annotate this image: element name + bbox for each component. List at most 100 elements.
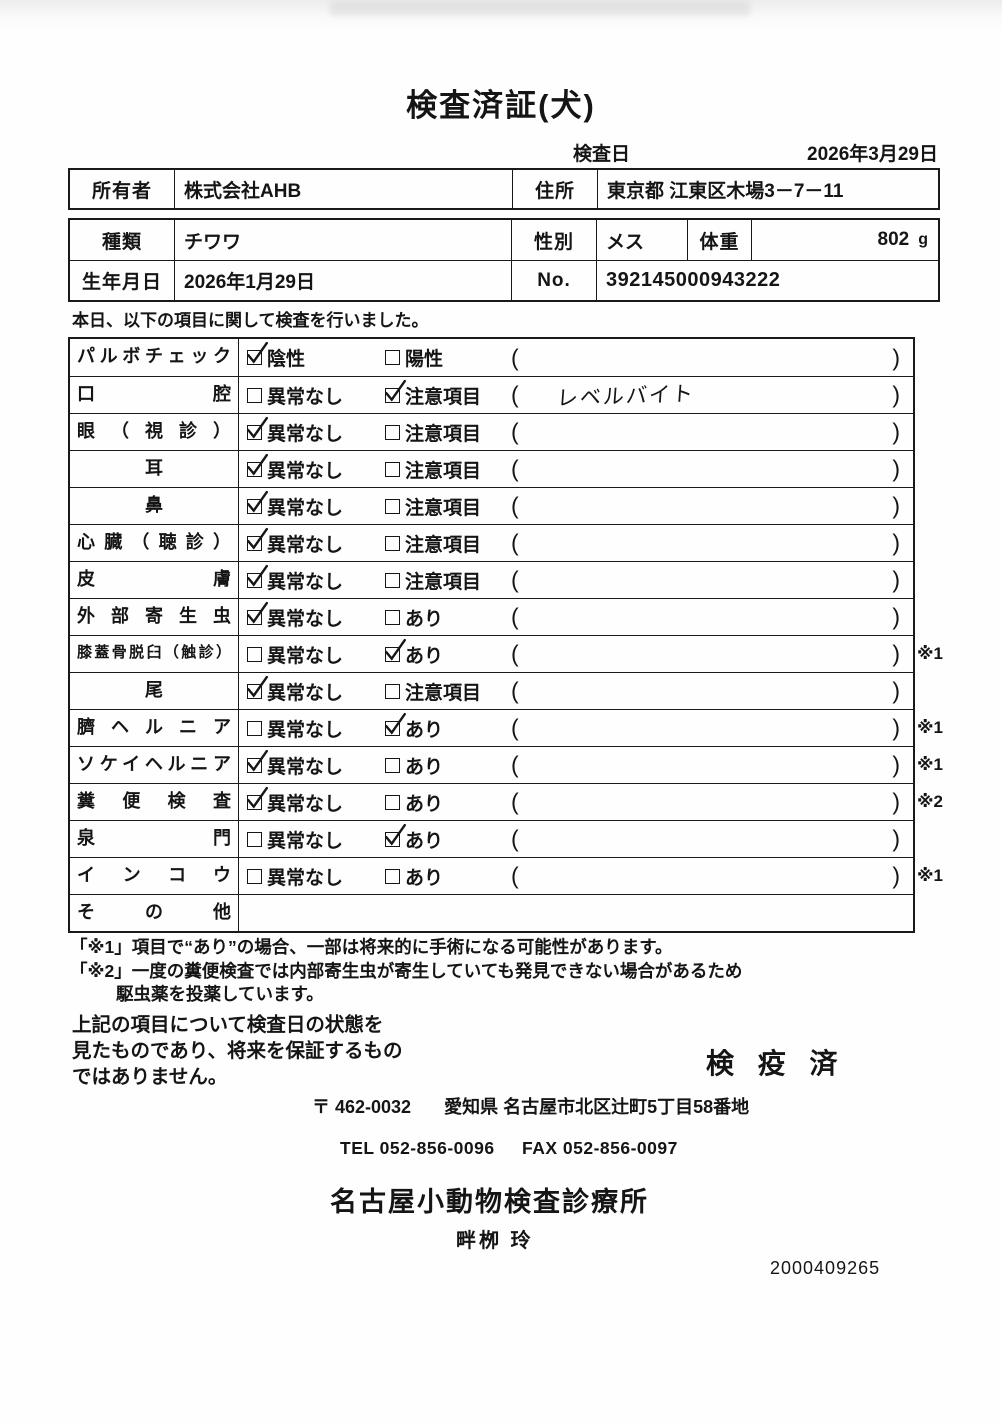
- pet-row-2: 生年月日 2026年1月29日 No. 392145000943222: [70, 260, 938, 300]
- checkbox-icon: [385, 350, 400, 365]
- checklist-row: 眼（視診） 異常なし 注意項目 ( ): [70, 413, 913, 450]
- checklist-option-2: あり: [385, 599, 443, 635]
- checklist-item-label: 鼻: [70, 488, 239, 524]
- checkbox-icon: [385, 461, 400, 477]
- paren-close: ): [892, 344, 900, 370]
- paren-close: ): [892, 751, 900, 778]
- option-text: あり: [405, 793, 444, 815]
- paren-close: ): [892, 640, 900, 667]
- paren-close: ): [892, 566, 900, 593]
- exam-date-label: 検査日: [573, 144, 631, 165]
- checklist-row: 泉門 異常なし あり ( ): [70, 820, 913, 857]
- checkmark-icon: [247, 564, 269, 587]
- option-text: 異常なし: [267, 534, 344, 556]
- checkbox-icon: [247, 646, 262, 662]
- checklist-row: 膝蓋骨脱臼（触診） 異常なし あり ( ) ※1: [70, 635, 943, 672]
- option-text: 異常なし: [267, 497, 344, 519]
- paren-open: (: [511, 788, 519, 815]
- checkmark-icon: [247, 786, 269, 809]
- checkmark-icon: [385, 379, 407, 402]
- option-text: 注意項目: [405, 534, 482, 556]
- checklist-option-1: 異常なし: [247, 747, 343, 783]
- disclaimer-line-2: 見たものであり、将来を保証するもの: [72, 1040, 403, 1062]
- checklist-item-content: 異常なし あり ( ): [239, 784, 913, 820]
- checklist-option-2: 注意項目: [385, 451, 481, 487]
- checklist-row: 心臓（聴診） 異常なし 注意項目 ( ): [70, 524, 913, 561]
- checklist-option-1: 異常なし: [247, 710, 343, 746]
- checkmark-icon: [247, 601, 269, 624]
- checklist-option-2: あり: [385, 821, 443, 857]
- checklist-row: 臍ヘルニア 異常なし あり ( ) ※1: [70, 709, 943, 746]
- paren-open: (: [511, 381, 519, 408]
- checklist-row: 口腔 異常なし 注意項目 ( レベルバイト ): [70, 376, 913, 413]
- checkmark-icon: [385, 712, 407, 735]
- checkmark-icon: [247, 341, 269, 364]
- option-text: 注意項目: [405, 460, 482, 482]
- checkbox-icon: [247, 749, 269, 773]
- option-text: 注意項目: [405, 571, 482, 593]
- paren-close: ): [892, 714, 900, 741]
- exam-date-value: 2026年3月29日: [807, 144, 938, 165]
- checklist-item-content: 陰性 陽性 ( ): [239, 339, 913, 376]
- checkbox-icon: [247, 341, 269, 365]
- checkbox-icon: [247, 720, 262, 736]
- scan-artifact: [330, 2, 750, 16]
- disclaimer-line-3: ではありません。: [72, 1066, 228, 1088]
- paren-open: (: [511, 751, 519, 778]
- checklist-option-1: 異常なし: [247, 858, 343, 894]
- checklist-row: 皮膚 異常なし 注意項目 ( ): [70, 561, 913, 598]
- paren-close: ): [892, 455, 900, 482]
- checkbox-icon: [385, 712, 407, 736]
- paren-open: (: [511, 344, 519, 370]
- paren-open: (: [511, 455, 519, 482]
- checklist-option-2: あり: [385, 710, 443, 746]
- option-text: 注意項目: [405, 497, 482, 519]
- veterinarian-name: 畔栁 玲: [456, 1230, 534, 1252]
- option-text: 陽性: [405, 349, 444, 370]
- clinic-address: 愛知県 名古屋市北区辻町5丁目58番地: [444, 1097, 750, 1117]
- clinic-address-line: 〒 462-0032 愛知県 名古屋市北区辻町5丁目58番地: [312, 1093, 749, 1119]
- checkbox-icon: [385, 868, 400, 884]
- paren-open: (: [511, 418, 519, 445]
- checkbox-icon: [385, 794, 400, 810]
- checklist-option-2: 注意項目: [385, 525, 481, 561]
- checklist-row: その他: [70, 894, 913, 931]
- option-text: 異常なし: [267, 608, 344, 630]
- option-text: 注意項目: [405, 386, 482, 408]
- checkbox-icon: [247, 490, 269, 514]
- footnote-2: 「※2」一度の糞便検査では内部寄生虫が寄生していても発見できない場合があるため: [70, 960, 743, 981]
- paren-close: ): [892, 603, 900, 630]
- checklist-item-label: 眼（視診）: [70, 414, 239, 450]
- checklist-item-content: 異常なし 注意項目 ( ): [239, 451, 913, 487]
- checkmark-icon: [247, 416, 269, 439]
- clinic-tel: TEL 052-856-0096: [340, 1138, 495, 1158]
- quarantine-stamp: 検 疫 済: [706, 1048, 846, 1079]
- no-label: No.: [511, 260, 596, 300]
- footnotes: 「※1」項目で“あり”の場合、一部は将来的に手術になる可能性があります。 「※2…: [70, 936, 742, 1007]
- checklist-option-1: 異常なし: [247, 636, 343, 672]
- checkbox-icon: [385, 424, 400, 440]
- checklist-item-content: 異常なし 注意項目 ( ): [239, 673, 913, 709]
- owner-label: 所有者: [91, 180, 152, 202]
- checklist-row: 外部寄生虫 異常なし あり ( ): [70, 598, 913, 635]
- intro-text: 本日、以下の項目に関して検査を行いました。: [72, 311, 429, 330]
- option-text: あり: [405, 608, 444, 630]
- checklist-item-label: 口腔: [70, 377, 239, 413]
- checkbox-icon: [385, 572, 400, 588]
- checkmark-icon: [247, 749, 269, 772]
- checklist-option-2: 陽性: [385, 339, 443, 376]
- disclaimer-line-1: 上記の項目について検査日の状態を: [72, 1014, 384, 1036]
- checklist-item-label: 膝蓋骨脱臼（触診）: [70, 636, 239, 672]
- clinic-name: 名古屋小動物検査診療所: [330, 1187, 649, 1217]
- reference-mark: ※1: [917, 866, 943, 885]
- disclaimer: 上記の項目について検査日の状態を 見たものであり、将来を保証するもの ではありま…: [72, 1012, 403, 1090]
- option-text: 注意項目: [405, 423, 482, 445]
- checklist-item-content: [239, 895, 913, 931]
- clinic-fax: FAX 052-856-0097: [521, 1138, 678, 1158]
- pet-table: 種類 チワワ 性別 メス 体重 802 g 生年月日 2026年1月29日 No…: [68, 218, 940, 302]
- sex-value: メス: [596, 220, 687, 260]
- paren-close: ): [892, 418, 900, 445]
- checkbox-icon: [385, 498, 400, 514]
- checklist-option-1: 異常なし: [247, 562, 343, 598]
- paren-open: (: [511, 566, 519, 593]
